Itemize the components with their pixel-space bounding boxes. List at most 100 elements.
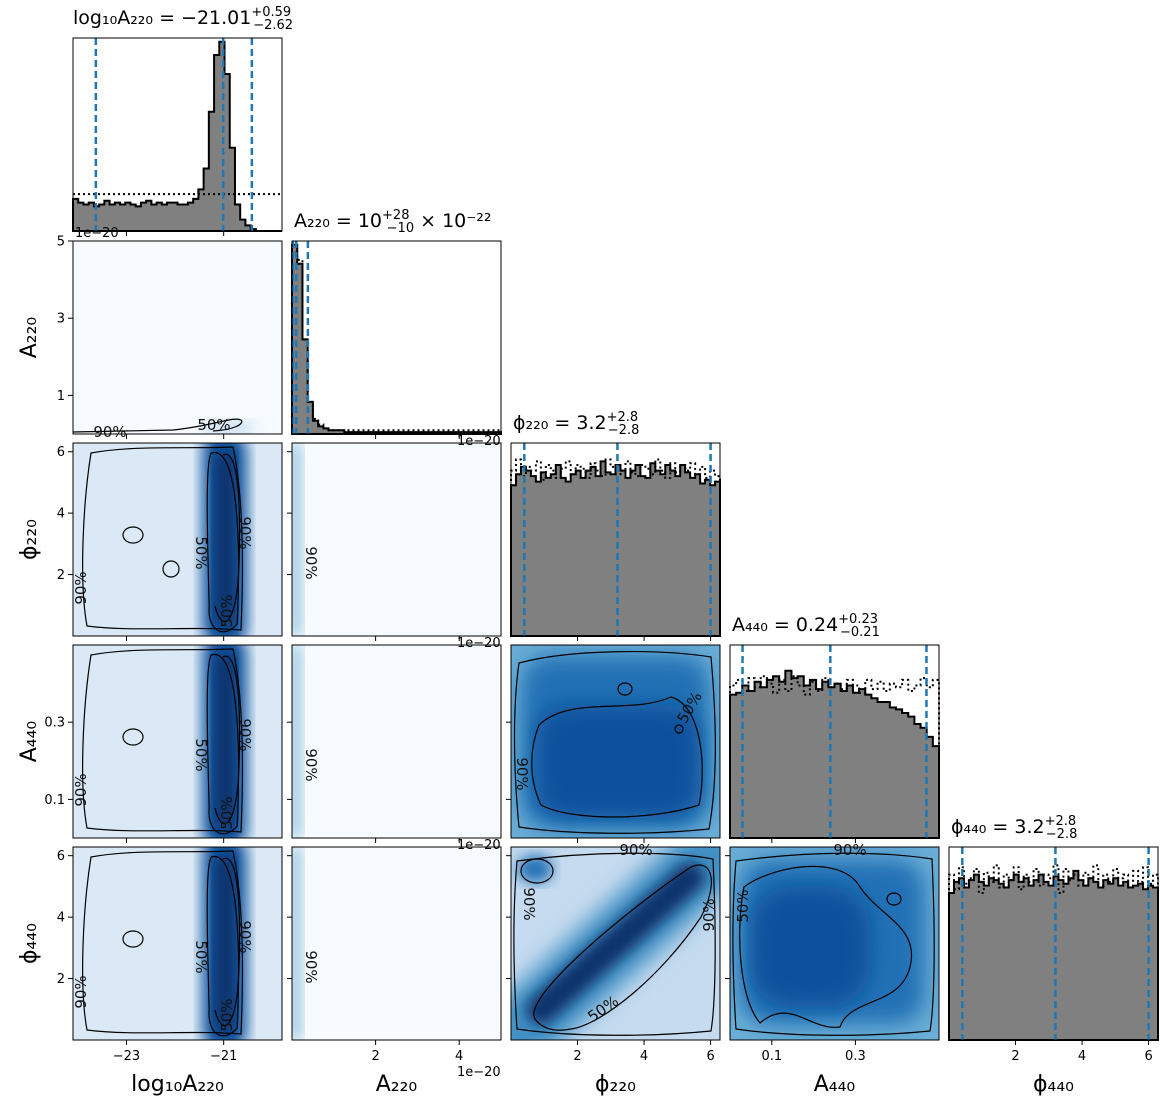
contour-label-90: 90%: [513, 757, 531, 790]
title-lower-error: −2.8: [1046, 827, 1078, 842]
panel-frame-phi220-phi440: [510, 846, 721, 1041]
prior-histogram: [291, 251, 502, 434]
density-panel-phi220-phi440: [511, 847, 720, 1040]
title-upper-error: +28: [382, 208, 409, 223]
density-layer: [73, 241, 939, 1040]
density-panel-phi220-A440: [511, 645, 720, 838]
y-tick-label: 6: [57, 849, 65, 864]
panel-frame-log10A220-phi440: [72, 846, 283, 1041]
histogram-layer: [72, 38, 1159, 1041]
contour-label-90: 90%: [700, 898, 718, 931]
density-panel-log10A220-phi440: [73, 847, 282, 1040]
title-lower-error: −2.62: [253, 18, 293, 33]
title-upper-error: +2.8: [607, 410, 639, 425]
panel-frame-phi440: [948, 846, 1159, 1041]
x-axis-offset-A220-row2: 1e−20: [457, 434, 501, 449]
panel-frame-phi220-A440: [510, 644, 721, 839]
x-tick-label: 4: [640, 1049, 648, 1064]
tick-layer: [68, 231, 1150, 1045]
contour-90: [732, 852, 935, 1036]
histogram-phi220: [510, 443, 721, 637]
density-background: [73, 645, 282, 838]
y-tick-label: 6: [57, 445, 65, 460]
y-axis-offset-A220: 1e−20: [75, 226, 119, 241]
y-tick-label: 2: [57, 972, 65, 987]
contour-island: [122, 930, 144, 948]
histogram-A220: [291, 241, 502, 435]
x-tick-label: 2: [573, 1049, 581, 1064]
panel-frame-log10A220-A440: [72, 644, 283, 839]
panel-frame-log10A220-phi220: [72, 442, 283, 637]
title-value: A₂₂₀ = 10: [294, 210, 382, 232]
contour-A440-phi440: [732, 852, 935, 1036]
contour-90-left: [82, 446, 244, 631]
contour-50: [206, 452, 240, 633]
x-tick-label: 0.3: [845, 1049, 866, 1064]
density-background: [292, 443, 501, 636]
contour-50: [206, 856, 240, 1037]
contour-50: [739, 865, 913, 1028]
contour-label-90: 90%: [520, 887, 538, 920]
panel-title-phi440: ϕ₄₄₀ = 3.2+2.8 −2.8: [951, 814, 1077, 842]
histogram-bars: [291, 243, 502, 435]
title-value: log₁₀A₂₂₀ = −21.01: [73, 7, 251, 29]
density-panel-A220-A440: [292, 645, 501, 838]
title-lower-error: −0.21: [840, 625, 880, 640]
density-core: [536, 705, 700, 818]
x-tick-label: 4: [1078, 1049, 1086, 1064]
histogram-log10A220: [72, 38, 282, 232]
contour-label-50: 50%: [218, 594, 236, 627]
contour-label-90: 90%: [302, 748, 320, 781]
y-tick-label: 1: [57, 389, 65, 404]
density-strip: [292, 847, 302, 1040]
contour-90-left: [82, 850, 244, 1035]
contour-label-90: 90%: [236, 718, 254, 751]
y-tick-label: 0.1: [44, 793, 65, 808]
panel-frame-A220-phi220: [291, 442, 502, 637]
text-layer: −23 −21 2 4 2 4 6 0.1 0.3 2 4 6 1 3 5 2 4 6 0.1 0.3 2 4 6 1e−20…: [17, 5, 1153, 1097]
contour-label-90: 90%: [72, 571, 90, 604]
prior-histogram: [948, 864, 1159, 1040]
panel-title-A440: A₄₄₀ = 0.24+0.23 −0.21: [732, 612, 880, 640]
contour-island: [162, 560, 180, 578]
title-value: A₄₄₀ = 0.24: [732, 614, 838, 636]
contour-label-90: 90%: [619, 841, 652, 859]
x-tick-label: −23: [113, 1049, 140, 1064]
panel-title-A220: A₂₂₀ = 10+28 −10 × 10⁻²²: [294, 208, 492, 236]
histogram-bars: [948, 869, 1159, 1041]
density-background: [73, 241, 282, 434]
y-tick-label: 4: [57, 911, 65, 926]
contour-90-left: [82, 648, 244, 833]
title-lower-error: −2.8: [608, 423, 640, 438]
x-axis-label-log10A220: log₁₀A₂₂₀: [131, 1072, 224, 1097]
contour-label-90: 90%: [93, 423, 126, 441]
contour-label-90: 90%: [302, 950, 320, 983]
contour-island: [122, 728, 144, 746]
density-core: [214, 653, 235, 830]
contour-90: [513, 852, 716, 1036]
panel-frame-A440-phi440: [729, 846, 940, 1041]
density-background: [292, 645, 501, 838]
contour-island: [674, 724, 684, 734]
contour-layer: [73, 418, 935, 1037]
density-panel-A220-phi220: [292, 443, 501, 636]
contour-label-90: 90%: [236, 516, 254, 549]
contour-90: [513, 650, 716, 834]
x-tick-label: 2: [371, 1049, 379, 1064]
x-axis-label-phi440: ϕ₄₄₀: [1033, 1072, 1074, 1097]
y-tick-label: 5: [57, 235, 65, 250]
contour-label-90: 90%: [72, 975, 90, 1008]
density-panel-log10A220-A220: [73, 241, 282, 434]
contour-label-50: 50%: [192, 738, 210, 771]
histogram-phi440: [948, 847, 1159, 1041]
contour-label-50: 50%: [192, 536, 210, 569]
y-tick-label: 0.3: [44, 716, 65, 731]
panel-frame-A220: [291, 240, 502, 435]
panel-frame-log10A220-A220: [72, 240, 283, 435]
contour-line: [73, 418, 243, 433]
density-panel-log10A220-phi220: [73, 443, 282, 636]
histogram-bars: [72, 40, 282, 232]
x-tick-label: 0.1: [761, 1049, 782, 1064]
contour-island: [617, 682, 633, 696]
density-panel-A440-phi440: [730, 847, 939, 1040]
